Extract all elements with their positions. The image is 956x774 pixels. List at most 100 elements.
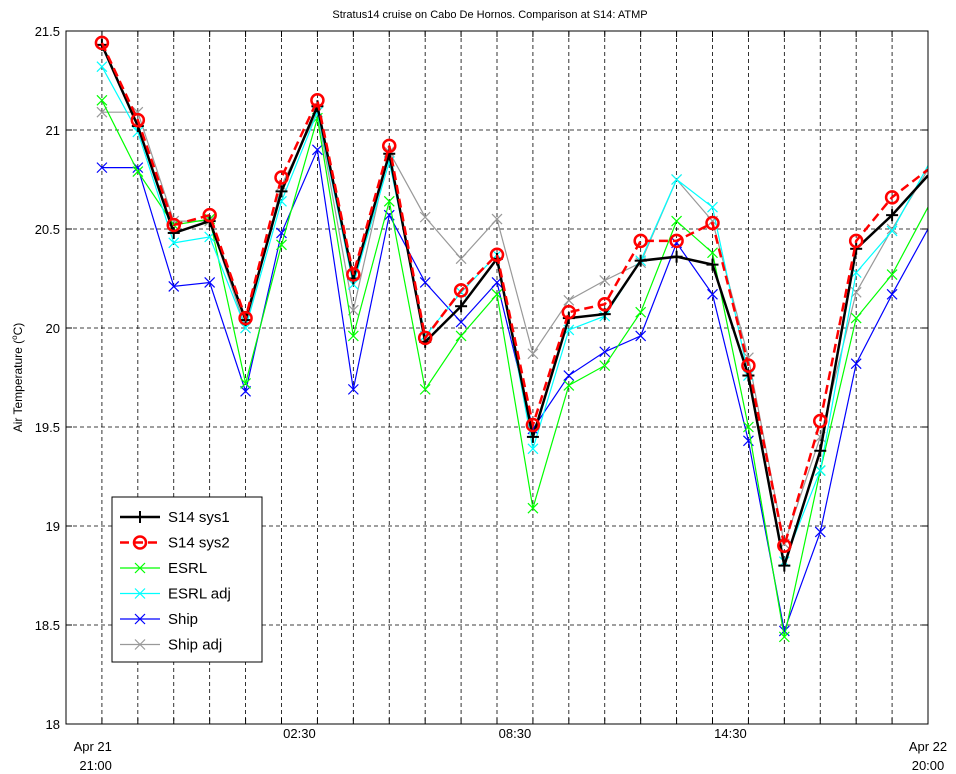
data-point [240, 378, 252, 389]
data-point [886, 288, 898, 300]
data-point [276, 227, 287, 239]
data-point [134, 639, 146, 650]
x-tick-label-time: 02:30 [283, 726, 316, 741]
x-tick-label-time: 08:30 [499, 726, 532, 741]
data-point [134, 562, 146, 574]
data-point [96, 94, 108, 106]
data-point [240, 322, 252, 334]
data-point [563, 294, 575, 306]
x-tick-label-date: Apr 21 [74, 739, 112, 754]
data-point [168, 280, 180, 292]
data-point [491, 288, 503, 300]
data-point [132, 535, 148, 550]
legend-label: S14 sys1 [168, 509, 230, 526]
x-tick-label-time: 20:00 [912, 758, 945, 773]
data-point [383, 195, 395, 207]
legend-item: S14 sys1 [120, 509, 230, 526]
data-point [705, 215, 720, 231]
data-point [669, 233, 684, 249]
legend-label: ESRL [168, 560, 207, 577]
data-point [886, 269, 898, 280]
data-point [850, 358, 862, 370]
legend-label: Ship [168, 611, 198, 628]
data-point [346, 267, 361, 282]
data-point [848, 233, 864, 249]
data-point [311, 144, 323, 156]
data-point [489, 247, 505, 262]
data-point [741, 358, 756, 373]
legend: S14 sys1 S14 sys2 ESRL ESRL adj Ship Ship adj [111, 496, 263, 663]
data-point [850, 267, 862, 278]
data-point [417, 330, 433, 346]
data-point [599, 346, 611, 358]
legend-label: Ship adj [168, 637, 222, 654]
data-point [419, 211, 431, 223]
chart-title: Stratus14 cruise on Cabo De Hornos. Comp… [332, 9, 647, 21]
data-point [778, 631, 790, 643]
data-point [671, 174, 683, 185]
data-point [563, 370, 575, 381]
y-tick-label: 21 [46, 123, 60, 138]
data-point [419, 383, 431, 395]
series-line [101, 100, 928, 638]
data-point [563, 379, 575, 391]
data-point [527, 502, 539, 514]
plot-frame [65, 30, 929, 725]
axis-ticks [66, 30, 929, 725]
legend-item: ESRL [120, 560, 207, 577]
x-tick-label-time: 21:00 [79, 758, 112, 773]
data-point [134, 613, 146, 625]
data-point [383, 209, 395, 221]
y-axis-label: Air Temperature (oC) [10, 323, 25, 433]
data-point [850, 312, 862, 324]
data-point [527, 443, 539, 455]
y-tick-label: 18.5 [35, 618, 60, 633]
data-point [707, 201, 718, 213]
y-axis-label-prefix: Air Temperature ( [11, 340, 25, 432]
data-point [96, 106, 108, 118]
y-tick-label: 18 [46, 717, 60, 732]
series-layer [94, 35, 928, 643]
legend-label: ESRL adj [168, 586, 231, 603]
data-point [132, 166, 144, 178]
data-point [525, 417, 541, 433]
data-point [599, 275, 611, 286]
data-point [707, 288, 718, 300]
x-tick-labels: Apr 21 21:00 02:30 08:30 14:30 Apr 22 20:00 [74, 726, 948, 773]
data-point [886, 225, 898, 237]
data-point [130, 112, 146, 128]
data-point [276, 239, 287, 251]
legend-label: S14 sys2 [168, 535, 230, 552]
data-point [527, 348, 539, 360]
data-point [166, 217, 181, 233]
data-point [707, 247, 718, 259]
data-point [777, 538, 792, 554]
data-point [633, 233, 648, 249]
data-point [134, 588, 146, 599]
series-esrl [96, 94, 928, 643]
data-point [561, 304, 577, 320]
data-point [671, 215, 683, 227]
data-point [635, 306, 647, 318]
y-tick-label: 21.5 [35, 24, 60, 39]
legend-box [111, 496, 263, 663]
y-tick-label: 19 [46, 519, 60, 534]
data-point [132, 162, 144, 174]
data-point [814, 465, 826, 476]
data-point [635, 330, 647, 342]
data-point [814, 526, 826, 538]
data-point [238, 310, 253, 326]
x-tick-label-time: 14:30 [714, 726, 747, 741]
data-point [455, 253, 467, 265]
data-point [742, 421, 754, 433]
legend-item: ESRL adj [120, 586, 231, 603]
x-tick-label-date: Apr 22 [909, 739, 947, 754]
legend-item: Ship adj [120, 637, 222, 654]
data-point [347, 383, 359, 395]
data-point [455, 330, 467, 342]
data-point [310, 93, 325, 108]
series-line [100, 42, 928, 547]
data-point [204, 277, 216, 288]
legend-item: S14 sys2 [120, 535, 230, 552]
